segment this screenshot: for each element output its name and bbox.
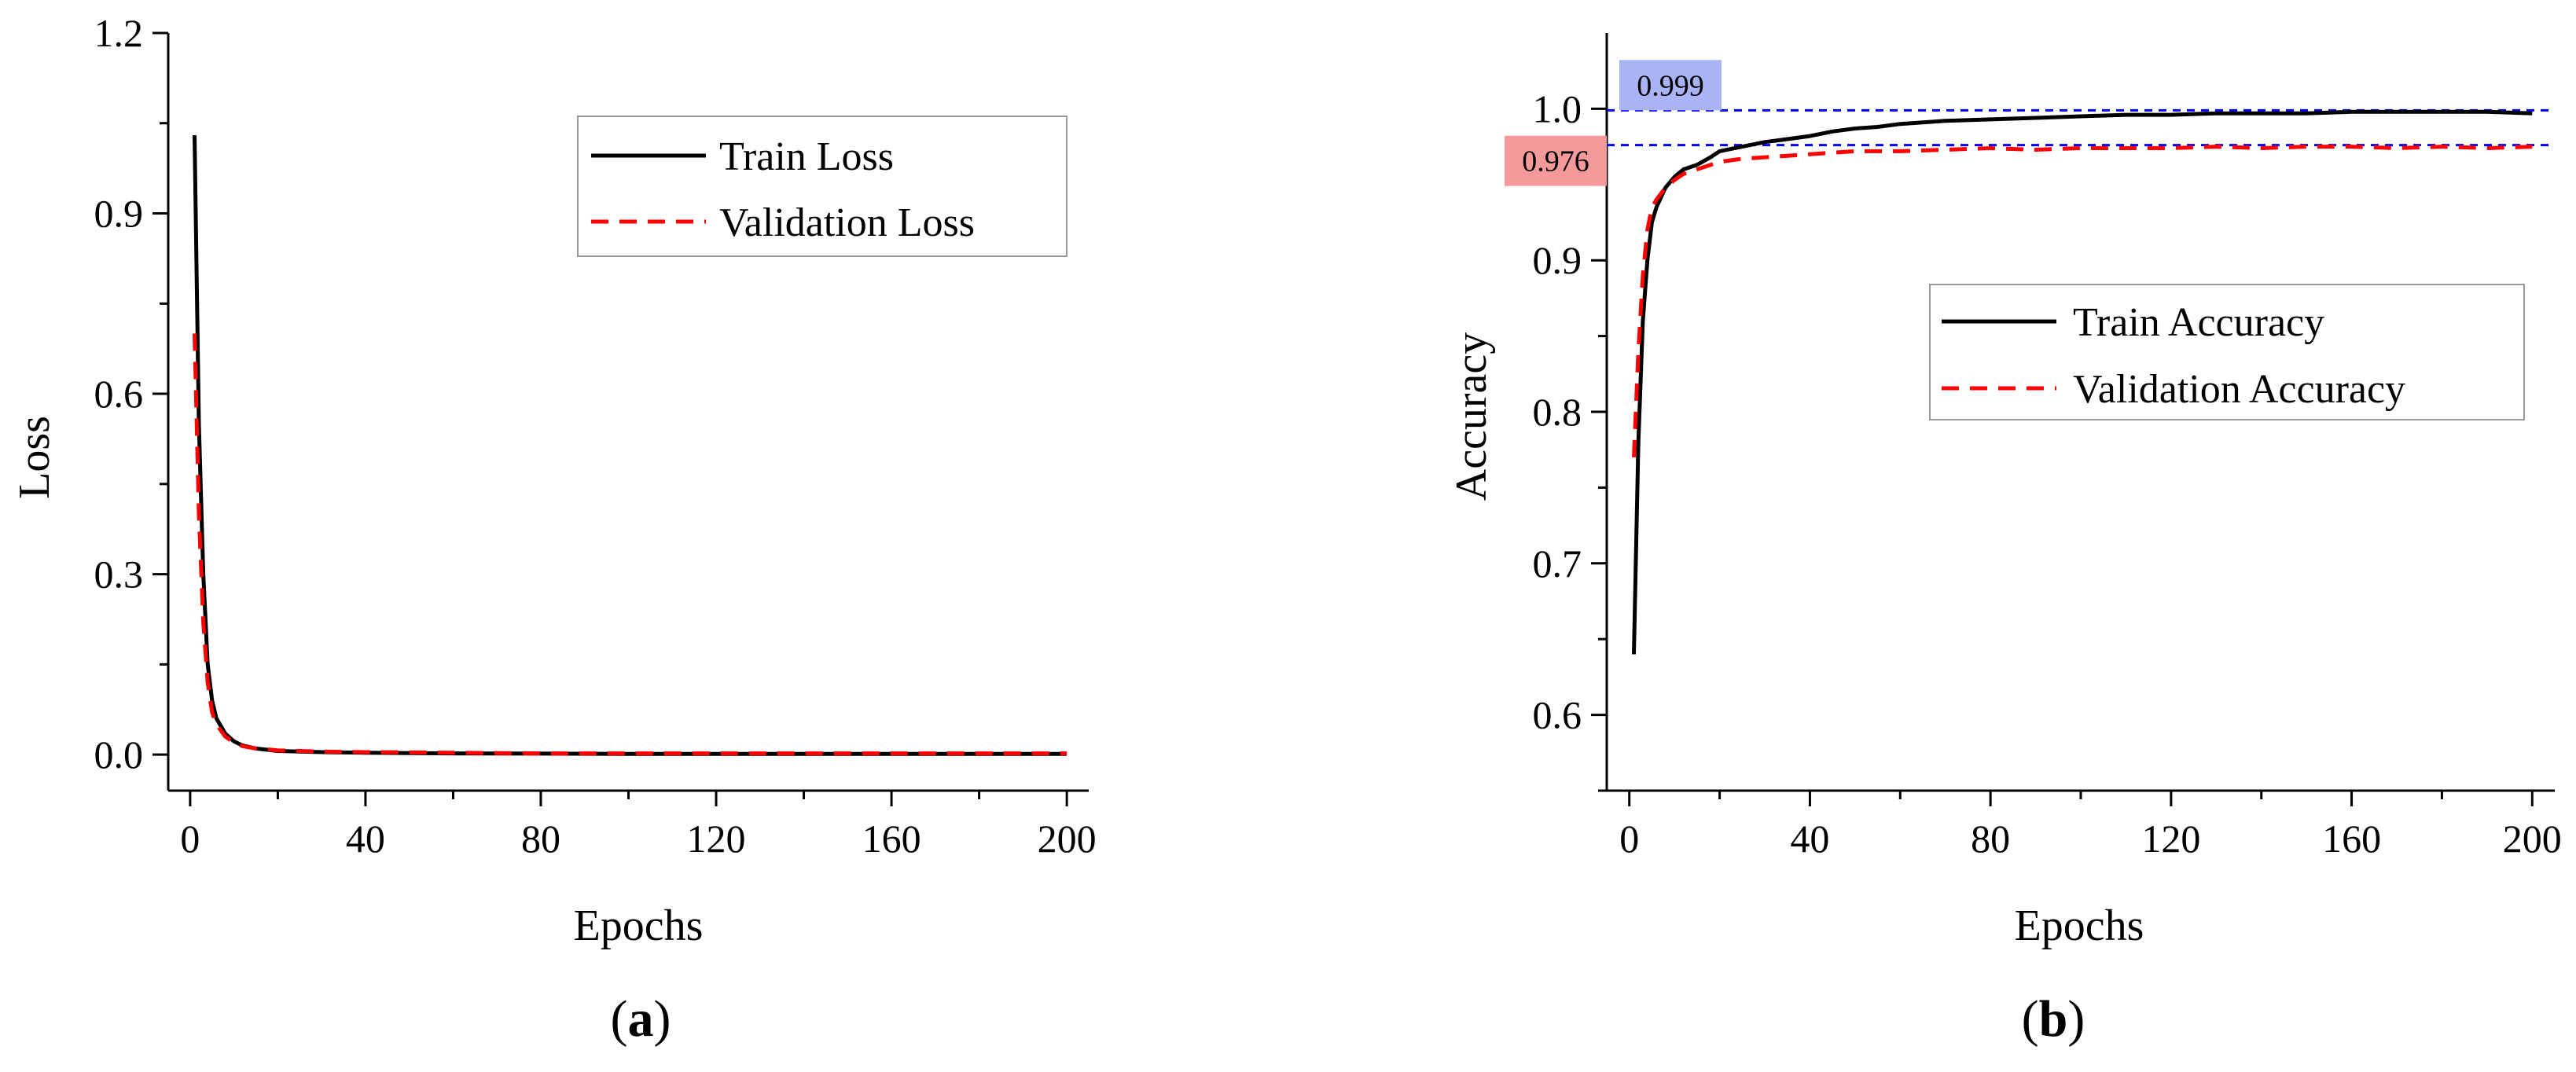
accuracy-y-tick-label: 1.0 <box>1533 86 1582 130</box>
accuracy-x-tick-label: 80 <box>1971 817 2010 861</box>
loss-y-tick-label: 0.3 <box>94 553 144 597</box>
loss-y-tick-label: 0.6 <box>94 372 144 416</box>
accuracy-y-tick-label: 0.9 <box>1533 238 1582 282</box>
accuracy-reference-lines: 0.999 0.976 <box>1505 60 2555 186</box>
accuracy-legend-validation-label: Validation Accuracy <box>2073 367 2405 412</box>
loss-plot-area: 0 40 80 120 160 200 0.0 0.3 0.6 0.9 1.2 <box>94 11 1097 861</box>
accuracy-y-tick-label: 0.7 <box>1533 542 1582 586</box>
loss-x-tick-label: 160 <box>862 817 921 861</box>
accuracy-y-axis-title: Accuracy <box>1447 332 1496 501</box>
loss-x-tick-label: 120 <box>687 817 746 861</box>
accuracy-x-tick-label: 200 <box>2503 817 2562 861</box>
accuracy-plot-area: 0 40 80 120 160 200 0.6 0.7 0.8 0.9 1.0 0.999 0.976 <box>1505 33 2562 861</box>
accuracy-reference-label-box-0.976 <box>1505 135 1607 186</box>
loss-y-tick-label: 1.2 <box>94 11 144 55</box>
loss-axes: 0 40 80 120 160 200 0.0 0.3 0.6 0.9 1.2 <box>94 11 1097 861</box>
accuracy-x-tick-label: 120 <box>2141 817 2200 861</box>
accuracy-chart-panel: 0 40 80 120 160 200 0.6 0.7 0.8 0.9 1.0 0.999 0.976… <box>1447 33 2562 1048</box>
accuracy-reference-label-0.976: 0.976 <box>1522 145 1589 178</box>
accuracy-legend-train-label: Train Accuracy <box>2073 300 2324 345</box>
accuracy-reference-label-box-0.999 <box>1619 60 1722 111</box>
loss-legend-box <box>577 116 1068 257</box>
accuracy-x-tick-label: 40 <box>1790 817 1829 861</box>
accuracy-series-validation-accuracy <box>1632 145 2533 457</box>
svg-text:(a): (a) <box>611 990 671 1048</box>
svg-text:(b): (b) <box>2022 990 2085 1048</box>
loss-y-tick-label: 0.9 <box>94 192 144 236</box>
accuracy-panel-letter: b <box>2039 990 2068 1048</box>
loss-legend: Train Loss Validation Loss <box>577 116 1068 257</box>
accuracy-panel-caption: (b) <box>2022 990 2085 1048</box>
accuracy-x-tick-label: 160 <box>2322 817 2381 861</box>
loss-legend-train-label: Train Loss <box>719 134 894 179</box>
loss-y-axis-title: Loss <box>10 416 59 499</box>
loss-y-tick-label: 0.0 <box>94 732 144 776</box>
loss-x-tick-label: 80 <box>521 817 560 861</box>
accuracy-legend-box <box>1929 284 2525 420</box>
loss-series-group <box>193 135 1068 756</box>
loss-chart-panel: 0 40 80 120 160 200 0.0 0.3 0.6 0.9 1.2 Epochs Los… <box>10 11 1097 1048</box>
loss-x-tick-label: 40 <box>346 817 385 861</box>
loss-series-validation-loss <box>193 333 1068 756</box>
loss-x-tick-label: 200 <box>1038 817 1097 861</box>
loss-panel-letter: a <box>628 990 654 1048</box>
loss-legend-validation-label: Validation Loss <box>719 200 975 245</box>
loss-panel-caption: (a) <box>611 990 671 1048</box>
accuracy-x-tick-label: 0 <box>1619 817 1639 861</box>
accuracy-y-tick-label: 0.8 <box>1533 390 1582 434</box>
accuracy-series-train-accuracy <box>1632 109 2533 655</box>
accuracy-legend: Train Accuracy Validation Accuracy <box>1929 284 2525 420</box>
loss-x-tick-label: 0 <box>180 817 200 861</box>
accuracy-axes: 0 40 80 120 160 200 0.6 0.7 0.8 0.9 1.0 <box>1533 33 2562 861</box>
accuracy-reference-label-0.999: 0.999 <box>1637 69 1704 102</box>
accuracy-x-axis-title: Epochs <box>2015 901 2144 950</box>
accuracy-y-tick-label: 0.6 <box>1533 693 1582 737</box>
accuracy-series-group <box>1632 109 2533 655</box>
loss-x-axis-title: Epochs <box>574 901 704 950</box>
